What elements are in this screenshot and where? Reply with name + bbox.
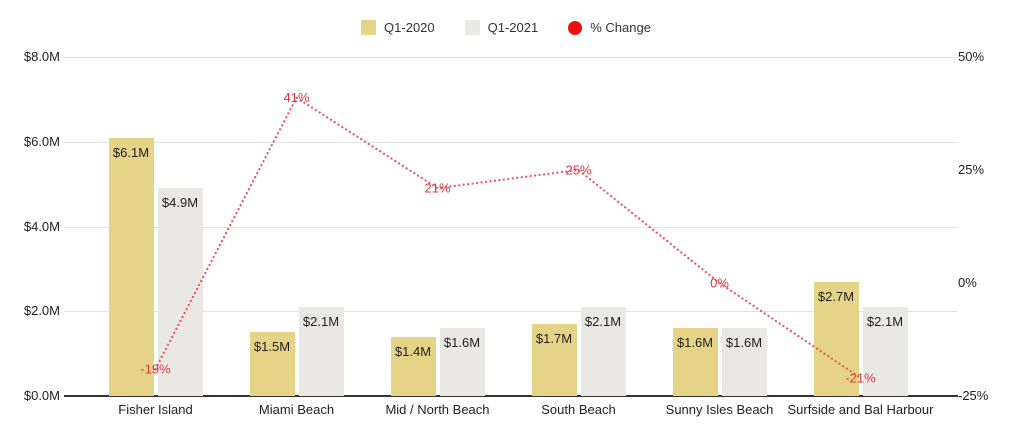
bar-q1-2021[interactable]: $1.6M (439, 328, 485, 396)
bar-value-label: $2.1M (866, 314, 904, 329)
legend-item-pct-change[interactable]: % Change (568, 20, 651, 35)
bar-q1-2020[interactable]: $1.7M (531, 323, 577, 396)
category-label: South Beach (541, 402, 616, 417)
left-axis-tick-label: $6.0M (23, 133, 60, 149)
bar-value-label: $2.7M (817, 288, 855, 304)
bar-q1-2021[interactable]: $2.1M (298, 307, 344, 396)
bar-q1-2021[interactable]: $2.1M (580, 307, 626, 396)
left-axis-tick-label: $4.0M (23, 218, 60, 234)
q1-2020-swatch-icon (361, 20, 377, 35)
pct-change-label: 41% (283, 90, 309, 105)
pct-change-label: -21% (845, 370, 876, 385)
category-label: Fisher Island (118, 402, 193, 417)
left-axis-tick-label: $0.0M (23, 388, 60, 403)
left-axis-tick-label: $8.0M (23, 49, 60, 64)
pct-change-label: -19% (140, 361, 171, 376)
chart-legend: Q1-2020 Q1-2021 % Change (0, 20, 1012, 35)
category-label: Sunny Isles Beach (665, 402, 774, 417)
category-label: Mid / North Beach (385, 402, 490, 417)
category-label: Surfside and Bal Harbour (787, 402, 934, 417)
legend-label-pct-change: % Change (590, 20, 651, 35)
bar-q1-2020[interactable]: $6.1M (108, 137, 154, 396)
bar-value-label: $1.5M (253, 339, 291, 355)
right-axis-tick-label: 50% (958, 49, 985, 64)
bar-value-label: $1.6M (725, 335, 763, 351)
legend-item-q1-2021[interactable]: Q1-2021 (464, 20, 539, 35)
bar-value-label: $1.6M (676, 335, 714, 351)
right-axis-tick-label: -25% (958, 388, 989, 403)
bar-q1-2020[interactable]: $1.4M (390, 336, 436, 396)
x-axis-line (64, 395, 958, 397)
right-axis-tick-label: 25% (958, 162, 985, 177)
bar-value-label: $1.6M (443, 335, 481, 351)
gridline (64, 141, 958, 143)
pct-change-label: 21% (424, 181, 450, 196)
category-label: Miami Beach (258, 402, 335, 417)
pct-change-label: 0% (710, 276, 729, 291)
legend-label-q1-2020: Q1-2020 (384, 20, 435, 35)
right-axis-tick-label: 0% (958, 275, 977, 290)
bar-value-label: $2.1M (584, 314, 622, 329)
legend-item-q1-2020[interactable]: Q1-2020 (361, 20, 435, 35)
bar-q1-2021[interactable]: $1.6M (721, 328, 767, 396)
bar-value-label: $4.9M (161, 195, 199, 211)
pct-change-line[interactable] (154, 96, 862, 380)
pct-change-label: 25% (565, 163, 591, 178)
bar-value-label: $1.4M (394, 343, 432, 359)
q1-2021-swatch-icon (464, 20, 480, 35)
bar-q1-2020[interactable]: $2.7M (813, 281, 859, 396)
left-axis-tick-label: $2.0M (23, 303, 60, 319)
bar-q1-2020[interactable]: $1.6M (672, 328, 718, 396)
gridline (64, 311, 958, 313)
bar-value-label: $1.7M (535, 330, 573, 346)
pct-change-dot-icon (568, 20, 583, 35)
bar-q1-2020[interactable]: $1.5M (249, 332, 295, 396)
legend-label-q1-2021: Q1-2021 (487, 20, 539, 35)
bar-value-label: $2.1M (302, 314, 340, 329)
gridline (64, 57, 958, 58)
bar-value-label: $6.1M (112, 144, 150, 160)
bar-q1-2021[interactable]: $2.1M (862, 307, 908, 396)
gridline (64, 226, 958, 228)
